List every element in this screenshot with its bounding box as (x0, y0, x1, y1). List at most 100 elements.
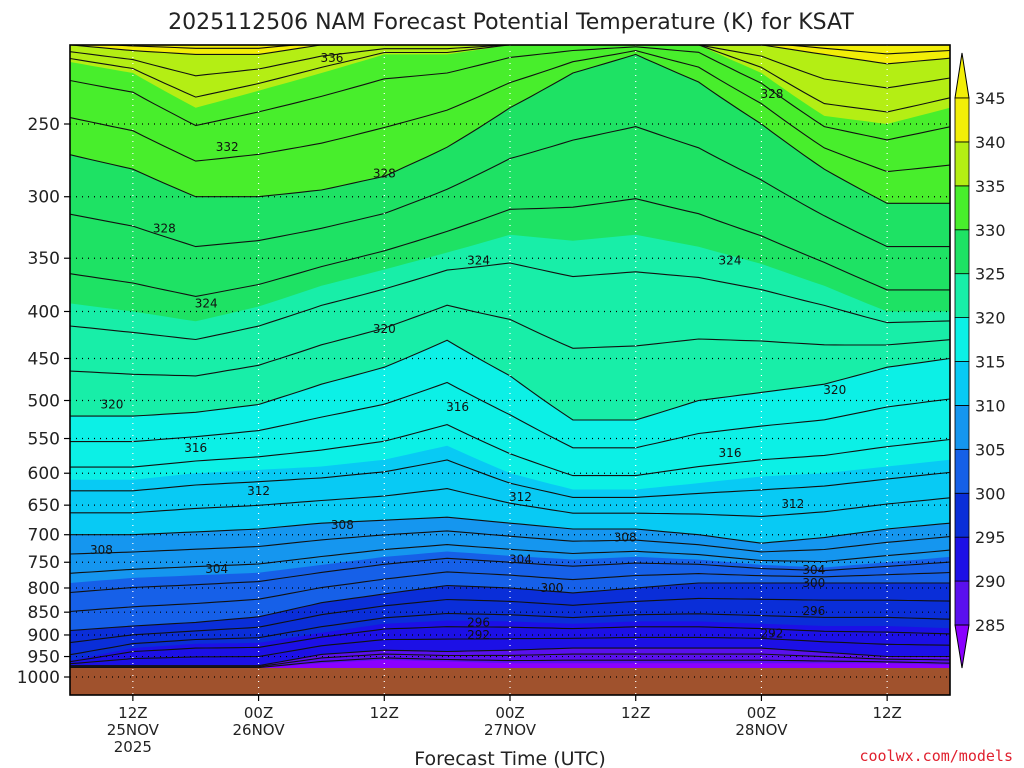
contour-label: 300 (802, 576, 825, 590)
colorbar-bottom-arrow (954, 624, 970, 669)
x-tick-label: 26NOV (233, 721, 286, 739)
contour-line-326 (70, 198, 950, 297)
contour-line-292 (70, 636, 950, 665)
credit-text: coolwx.com/models (859, 747, 1013, 765)
colorbar-swatch-310 (954, 361, 970, 406)
contour-line-308 (70, 530, 950, 555)
contour-labels: 336 332 328 328 328 324 324 324 320 320 320 316 316 3… (90, 51, 846, 642)
contour-line-302 (70, 571, 950, 613)
y-tick-label: 400 (28, 302, 60, 322)
contour-line-330 (70, 53, 950, 204)
x-tick-label: 12Z (872, 704, 901, 722)
colorbar-swatch-340 (954, 97, 970, 143)
contour-label: 328 (760, 87, 783, 101)
contour-label: 320 (373, 322, 396, 336)
colorbar-label: 330 (975, 221, 1006, 240)
contour-label: 316 (719, 446, 742, 460)
colorbar-swatch-330 (954, 185, 970, 231)
y-tick-label: 1000 (17, 668, 60, 688)
contour-label: 296 (802, 604, 825, 618)
colorbar-label: 335 (975, 177, 1006, 196)
colorbar-swatch-300 (954, 448, 970, 494)
temperature-fill-bands (70, 45, 950, 695)
fill-band-335 (70, 45, 950, 124)
colorbar-swatch-290 (954, 536, 970, 582)
contour-label: 308 (90, 543, 113, 557)
contour-label: 304 (509, 553, 532, 567)
contour-line-286 (70, 657, 950, 669)
contour-label: 312 (509, 490, 532, 504)
y-tick-label: 750 (28, 553, 60, 573)
colorbar-label: 290 (975, 572, 1006, 591)
colorbar-swatch-285 (954, 580, 970, 626)
y-tick-label: 450 (28, 349, 60, 369)
colorbar-label: 320 (975, 309, 1006, 328)
contour-label: 308 (614, 531, 637, 545)
x-tick-label: 00Z (747, 704, 776, 722)
colorbar-label: 295 (975, 528, 1006, 547)
colorbar-top-arrow (954, 52, 970, 99)
colorbar-label: 345 (975, 89, 1006, 108)
colorbar-label: 325 (975, 265, 1006, 284)
x-tick-label: 12Z (118, 704, 147, 722)
y-tick-label: 850 (28, 603, 60, 623)
y-tick-label: 650 (28, 496, 60, 516)
x-tick-label: 12Z (621, 704, 650, 722)
x-tick-label: 2025 (114, 738, 152, 756)
colorbar-swatch-335 (954, 141, 970, 187)
contour-label: 324 (719, 253, 742, 267)
x-tick-label: 28NOV (735, 721, 788, 739)
contour-line-338 (70, 45, 950, 89)
contour-line-318 (70, 381, 950, 449)
colorbar-swatch-295 (954, 492, 970, 538)
y-tick-label: 350 (28, 249, 60, 269)
contour-label: 320 (823, 383, 846, 397)
colorbar-label: 340 (975, 133, 1006, 152)
contour-label: 300 (540, 581, 563, 595)
contour-line-290 (70, 647, 950, 667)
colorbar-label: 285 (975, 616, 1006, 635)
contour-line-328 (70, 126, 950, 248)
colorbar-swatch-325 (954, 229, 970, 275)
contour-label: 308 (331, 518, 354, 532)
contour-label: 292 (467, 628, 490, 642)
y-tick-label: 700 (28, 526, 60, 546)
contour-line-340 (70, 45, 950, 65)
isentrope-contours (70, 45, 950, 669)
contour-label: 320 (100, 397, 123, 411)
contour-line-312 (70, 488, 950, 518)
grid-lines (70, 45, 950, 695)
contour-line-304 (70, 557, 950, 594)
contour-label: 292 (760, 627, 783, 641)
y-tick-label: 500 (28, 392, 60, 412)
contour-label: 316 (446, 400, 469, 414)
colorbar-label: 305 (975, 440, 1006, 459)
contour-line-296 (70, 612, 950, 656)
contour-label: 296 (467, 615, 490, 629)
contour-line-324 (70, 262, 950, 341)
x-tick-label: 27NOV (484, 721, 537, 739)
y-tick-label: 300 (28, 188, 60, 208)
contour-label: 324 (467, 253, 490, 267)
contour-label: 312 (781, 497, 804, 511)
colorbar-label: 315 (975, 353, 1006, 372)
colorbar-swatch-305 (954, 405, 970, 450)
colorbar-label: 300 (975, 484, 1006, 503)
y-tick-label: 600 (28, 464, 60, 484)
chart-title: 2025112506 NAM Forecast Potential Temper… (168, 10, 854, 35)
contour-label: 304 (802, 563, 825, 577)
fill-band-330 (70, 45, 950, 204)
contour-label: 328 (153, 222, 176, 236)
contour-label: 316 (184, 441, 207, 455)
x-axis-label: Forecast Time (UTC) (414, 748, 605, 768)
contour-label: 332 (216, 140, 239, 154)
y-tick-label: 950 (28, 648, 60, 668)
contour-line-342 (105, 45, 950, 55)
x-tick-label: 00Z (244, 704, 273, 722)
y-tick-label: 900 (28, 626, 60, 646)
contour-line-300 (70, 582, 950, 632)
y-tick-label: 800 (28, 579, 60, 599)
contour-label: 336 (320, 51, 343, 65)
